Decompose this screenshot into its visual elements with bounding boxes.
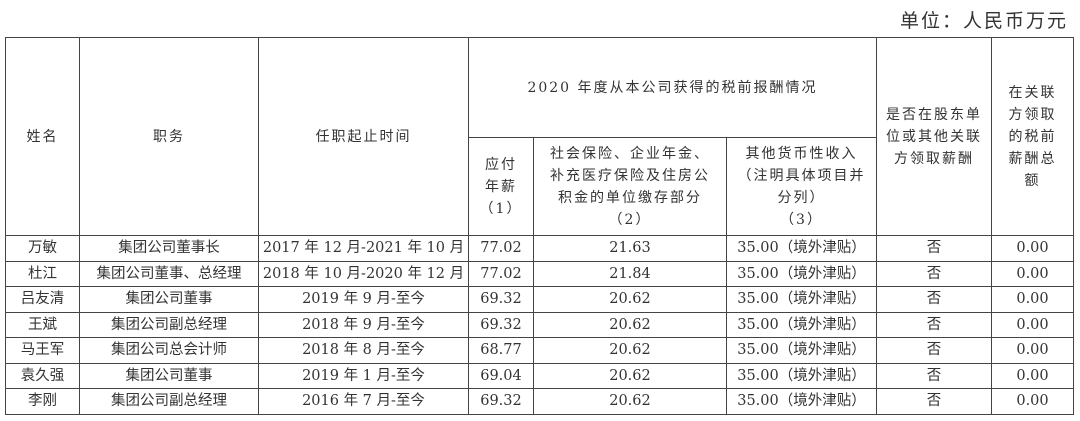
cell-name: 吕友清	[5, 286, 80, 313]
cell-name: 马王军	[5, 337, 80, 364]
header-position: 职务	[79, 37, 259, 236]
cell-related-total: 0.00	[991, 260, 1074, 287]
table-row: 袁久强 集团公司董事 2019 年 1 月-至今 69.04 20.62 35.00（境外…	[5, 362, 1074, 389]
header-line: 方领取	[1008, 106, 1057, 123]
header-tenure: 任职起止时间	[258, 37, 469, 236]
header-line: （1）	[479, 200, 523, 217]
cell-position: 集团公司副总经理	[79, 388, 259, 415]
table-row: 王斌 集团公司副总经理 2018 年 9 月-至今 69.32 20.62 35.00（境…	[5, 311, 1074, 338]
cell-related-flag: 否	[876, 311, 992, 338]
cell-salary: 77.02	[468, 235, 534, 262]
cell-related-flag: 否	[876, 362, 992, 389]
cell-name: 袁久强	[5, 362, 80, 389]
cell-related-total: 0.00	[991, 235, 1074, 262]
header-line: 薪酬总	[1008, 150, 1057, 167]
cell-salary: 69.32	[468, 286, 534, 313]
header-line: （3）	[780, 211, 823, 228]
header-line: 社会保险、企业年金、	[550, 145, 710, 162]
header-insurance: 社会保险、企业年金、 补充医疗保险及住房公 积金的单位缴存部分 （2）	[533, 137, 727, 236]
cell-insurance: 20.62	[533, 362, 727, 389]
header-line: 积金的单位缴存部分	[558, 189, 702, 206]
cell-related-total: 0.00	[991, 286, 1074, 313]
cell-insurance: 21.84	[533, 260, 727, 287]
cell-related-flag: 否	[876, 337, 992, 364]
cell-other: 35.00（境外津贴）	[726, 388, 877, 415]
cell-tenure: 2019 年 9 月-至今	[258, 286, 469, 313]
cell-name: 李刚	[5, 388, 80, 415]
cell-name: 万敏	[5, 235, 80, 262]
cell-salary: 69.32	[468, 311, 534, 338]
cell-position: 集团公司董事	[79, 362, 259, 389]
table-row: 杜江 集团公司董事、总经理 2018 年 10 月-2020 年 12 月 77.02…	[5, 260, 1074, 287]
header-line: 方领取薪酬	[894, 150, 974, 167]
cell-insurance: 20.62	[533, 311, 727, 338]
header-name: 姓名	[5, 37, 80, 236]
header-line: 是否在股东单	[886, 106, 982, 123]
header-line: 年薪	[485, 178, 517, 195]
header-line: 补充医疗保险及住房公	[550, 167, 710, 184]
header-salary: 应付年薪 （1）	[468, 137, 534, 236]
header-line: 额	[1024, 172, 1041, 189]
cell-tenure: 2018 年 8 月-至今	[258, 337, 469, 364]
cell-name: 杜江	[5, 260, 80, 287]
cell-related-flag: 否	[876, 286, 992, 313]
cell-related-flag: 否	[876, 235, 992, 262]
cell-position: 集团公司副总经理	[79, 311, 259, 338]
cell-position: 集团公司董事、总经理	[79, 260, 259, 287]
header-group: 2020 年度从本公司获得的税前报酬情况	[468, 37, 877, 138]
header-other: 其他货币性收入 （注明具体项目并 分列） （3）	[726, 137, 877, 236]
cell-name: 王斌	[5, 311, 80, 338]
cell-tenure: 2016 年 7 月-至今	[258, 388, 469, 415]
cell-salary: 68.77	[468, 337, 534, 364]
cell-other: 35.00（境外津贴）	[726, 260, 877, 287]
header-line: 应付	[485, 156, 517, 173]
table-row: 李刚 集团公司副总经理 2016 年 7 月-至今 69.32 20.62 35.00（境…	[5, 388, 1074, 415]
header-related-total: 在关联方领取的税前薪酬总额	[991, 37, 1074, 236]
header-line: 分列）	[777, 189, 826, 206]
cell-tenure: 2017 年 12 月-2021 年 10 月	[258, 235, 469, 262]
table-row: 万敏 集团公司董事长 2017 年 12 月-2021 年 10 月 77.02 21.…	[5, 235, 1074, 262]
cell-related-flag: 否	[876, 260, 992, 287]
cell-position: 集团公司总会计师	[79, 337, 259, 364]
cell-related-flag: 否	[876, 388, 992, 415]
header-related-flag: 是否在股东单 位或其他关联 方领取薪酬	[876, 37, 992, 236]
cell-salary: 77.02	[468, 260, 534, 287]
cell-tenure: 2018 年 10 月-2020 年 12 月	[258, 260, 469, 287]
cell-other: 35.00（境外津贴）	[726, 311, 877, 338]
header-line: 在关联	[1008, 84, 1057, 101]
cell-position: 集团公司董事长	[79, 235, 259, 262]
cell-insurance: 20.62	[533, 388, 727, 415]
cell-related-total: 0.00	[991, 337, 1074, 364]
cell-insurance: 20.62	[533, 286, 727, 313]
cell-salary: 69.04	[468, 362, 534, 389]
cell-related-total: 0.00	[991, 311, 1074, 338]
cell-other: 35.00（境外津贴）	[726, 235, 877, 262]
header-line: （2）	[608, 211, 652, 228]
table-row: 吕友清 集团公司董事 2019 年 9 月-至今 69.32 20.62 35.00（境外…	[5, 286, 1074, 313]
cell-tenure: 2018 年 9 月-至今	[258, 311, 469, 338]
cell-other: 35.00（境外津贴）	[726, 337, 877, 364]
cell-salary: 69.32	[468, 388, 534, 415]
cell-insurance: 21.63	[533, 235, 727, 262]
cell-other: 35.00（境外津贴）	[726, 362, 877, 389]
header-line: （注明具体项目并	[737, 167, 866, 184]
cell-position: 集团公司董事	[79, 286, 259, 313]
cell-insurance: 20.62	[533, 337, 727, 364]
cell-other: 35.00（境外津贴）	[726, 286, 877, 313]
header-line: 位或其他关联	[886, 128, 982, 145]
unit-label: 单位：人民币万元	[899, 10, 1068, 32]
header-line: 其他货币性收入	[745, 145, 858, 162]
compensation-table: 姓名 职务 任职起止时间 2020 年度从本公司获得的税前报酬情况 是否在股东单…	[5, 37, 1074, 415]
cell-related-total: 0.00	[991, 388, 1074, 415]
cell-related-total: 0.00	[991, 362, 1074, 389]
header-line: 的税前	[1008, 128, 1057, 145]
cell-tenure: 2019 年 1 月-至今	[258, 362, 469, 389]
table-row: 马王军 集团公司总会计师 2018 年 8 月-至今 68.77 20.62 35.00（…	[5, 337, 1074, 364]
